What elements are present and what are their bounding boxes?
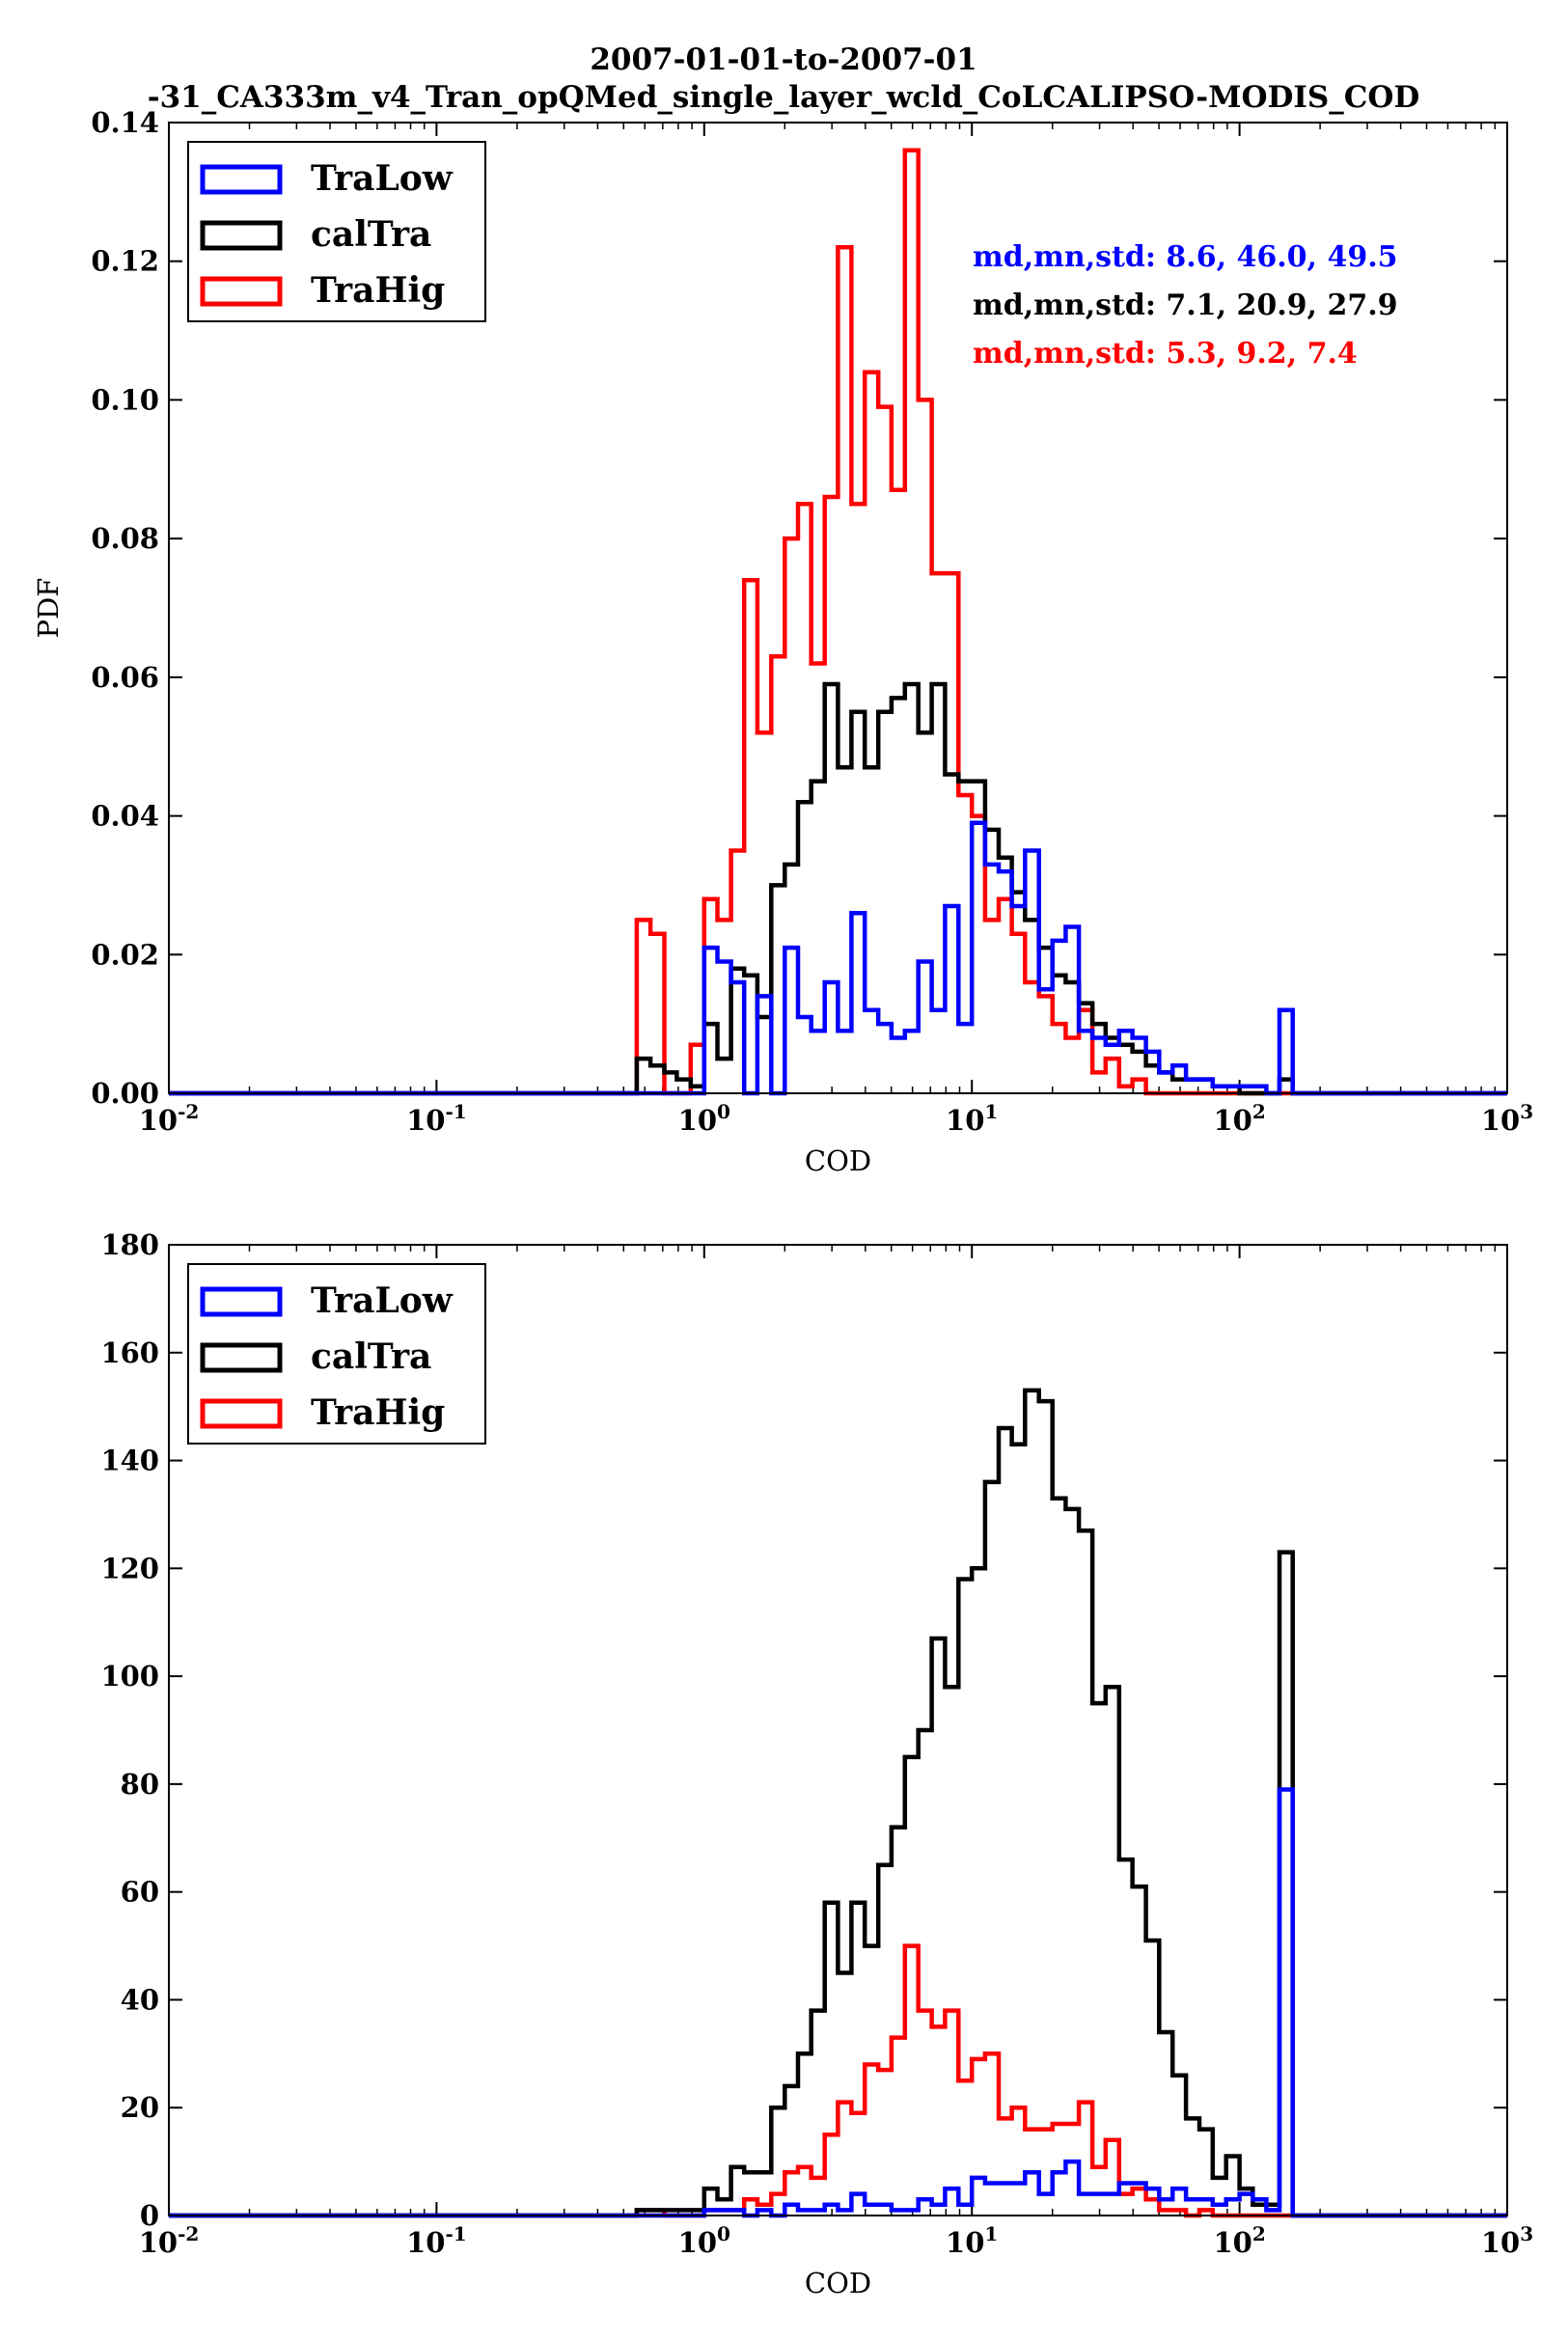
legend-label-TraHig: TraHig	[311, 270, 445, 311]
x-tick-label: 103	[1481, 2222, 1533, 2259]
top-chart-legend: TraLow calTra TraHig	[187, 141, 486, 322]
y-tick-label: 0.04	[91, 800, 159, 833]
y-tick-label: 100	[100, 1660, 159, 1693]
y-tick-label: 180	[100, 1228, 159, 1261]
y-tick-label: 60	[121, 1876, 159, 1909]
x-tick-label: 102	[1213, 2222, 1265, 2259]
x-tick-label: 102	[1213, 1100, 1265, 1137]
legend-box	[187, 1263, 486, 1445]
series-TraLow-step-line	[169, 1787, 1507, 2218]
legend-label-TraHig: TraHig	[311, 1392, 445, 1433]
x-tick-label: 10-1	[406, 2222, 467, 2259]
top-pdf-chart: 10-2 10-1 100 101 102 103 0.00 0.02 0.04 0.06 0.08…	[32, 106, 1533, 1177]
x-tick-label: 100	[678, 2222, 730, 2259]
series-TraHig-step-line	[169, 148, 1507, 1096]
y-tick-label: 40	[121, 1983, 159, 2016]
y-tick-label: 0	[140, 2199, 159, 2232]
y-tick-label: 140	[100, 1445, 159, 1477]
y-tick-label: 0.14	[91, 106, 159, 139]
legend-swatch-TraLow	[200, 164, 283, 195]
x-tick-label: 10-1	[406, 1100, 467, 1137]
bottom-chart-tick-labels: 10-2 10-1 100 101 102 103 0 20 40 60 80 100 120 140 16…	[100, 1228, 1533, 2259]
x-tick-label: 10-2	[139, 2222, 200, 2259]
y-tick-label: 0.06	[91, 661, 159, 694]
top-chart-y-axis-label: PDF	[32, 578, 65, 639]
y-tick-label: 80	[121, 1768, 159, 1801]
bottom-chart-frame	[168, 1244, 1508, 2216]
y-tick-label: 0.10	[91, 383, 159, 416]
y-tick-label: 0.00	[91, 1077, 159, 1110]
y-tick-label: 120	[100, 1552, 159, 1584]
legend-label-calTra: calTra	[311, 214, 431, 255]
top-chart-x-axis-label: COD	[805, 1144, 871, 1177]
bottom-chart-series	[169, 1388, 1507, 2218]
stats-annotation-calTra: md,mn,std: 7.1, 20.9, 27.9	[973, 289, 1398, 322]
legend-swatch-TraHig	[200, 276, 283, 307]
series-TraLow-step-line	[169, 820, 1507, 1096]
x-tick-label: 101	[946, 2222, 998, 2259]
y-tick-label: 160	[100, 1336, 159, 1369]
stats-annotation-TraHig: md,mn,std: 5.3, 9.2, 7.4	[973, 337, 1358, 371]
y-tick-label: 0.02	[91, 938, 159, 971]
stats-annotation-TraLow: md,mn,std: 8.6, 46.0, 49.5	[973, 240, 1398, 274]
title-line-1: 2007-01-01-to-2007-01	[590, 42, 977, 77]
legend-label-calTra: calTra	[311, 1336, 431, 1377]
bottom-chart-x-axis-label: COD	[805, 2267, 871, 2299]
x-tick-label: 100	[678, 1100, 730, 1137]
top-chart-frame	[168, 122, 1508, 1094]
legend-swatch-TraLow	[200, 1286, 283, 1317]
top-chart-tick-labels: 10-2 10-1 100 101 102 103 0.00 0.02 0.04 0.06 0.08…	[91, 106, 1533, 1137]
y-tick-label: 0.08	[91, 522, 159, 555]
legend-label-TraLow: TraLow	[311, 1280, 454, 1321]
x-tick-label: 103	[1481, 1100, 1533, 1137]
y-tick-label: 0.12	[91, 245, 159, 278]
legend-swatch-calTra	[200, 1342, 283, 1373]
x-tick-label: 10-2	[139, 1100, 200, 1137]
x-tick-label: 101	[946, 1100, 998, 1137]
bottom-chart-legend: TraLow calTra TraHig	[187, 1263, 486, 1445]
legend-swatch-calTra	[200, 220, 283, 251]
series-calTra-step-line	[169, 1388, 1507, 2218]
legend-label-TraLow: TraLow	[311, 158, 454, 199]
series-TraHig-step-line	[169, 1943, 1507, 2218]
title-line-2: -31_CA333m_v4_Tran_opQMed_single_layer_w…	[148, 80, 1420, 115]
top-chart-series	[169, 148, 1507, 1096]
y-tick-label: 20	[121, 2091, 159, 2124]
top-chart-stats-annotations: md,mn,std: 8.6, 46.0, 49.5 md,mn,std: 7.1…	[973, 240, 1398, 371]
bottom-count-chart: 10-2 10-1 100 101 102 103 0 20 40 60 80 100 120 140 16…	[100, 1228, 1533, 2299]
legend-box	[187, 141, 486, 322]
legend-swatch-TraHig	[200, 1398, 283, 1429]
